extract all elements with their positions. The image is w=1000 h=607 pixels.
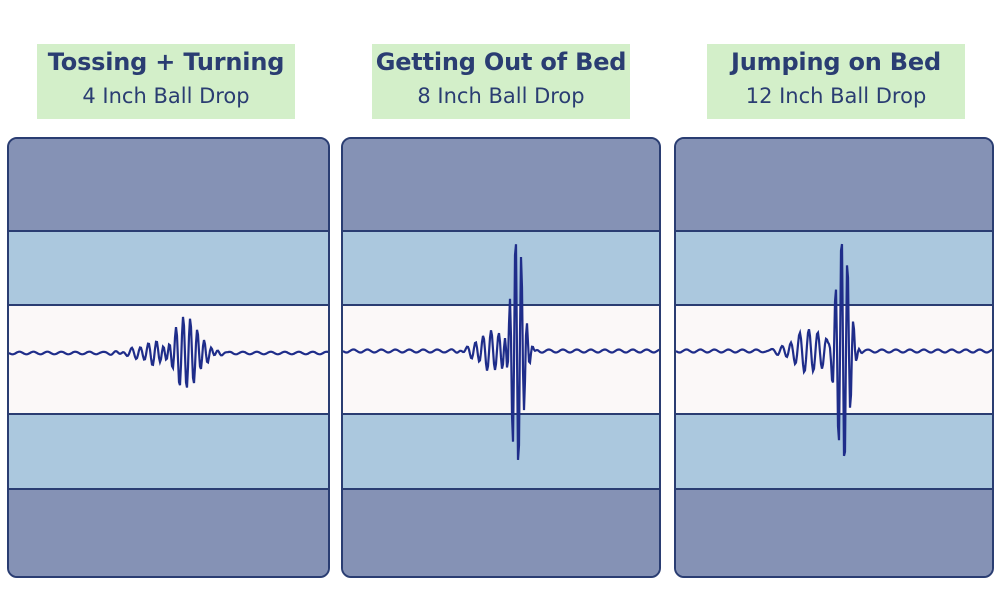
panel-3-label: Jumping on Bed 12 Inch Ball Drop bbox=[707, 44, 965, 119]
waveform-1 bbox=[9, 316, 328, 388]
bottom-band bbox=[9, 488, 328, 576]
bottom-band bbox=[343, 488, 659, 576]
bottom-band bbox=[676, 488, 992, 576]
panel-3-diagram bbox=[674, 137, 994, 578]
panel-3-subtitle: 12 Inch Ball Drop bbox=[745, 84, 927, 108]
upper-band bbox=[343, 230, 659, 304]
lower-band bbox=[9, 413, 328, 488]
top-band bbox=[343, 139, 659, 230]
upper-band bbox=[9, 230, 328, 304]
waveform-2 bbox=[343, 244, 659, 460]
panel-1-diagram bbox=[7, 137, 330, 578]
panel-3-title: Jumping on Bed bbox=[731, 48, 941, 76]
top-band bbox=[676, 139, 992, 230]
upper-band bbox=[676, 230, 992, 304]
lower-band bbox=[676, 413, 992, 488]
panel-1-label: Tossing + Turning 4 Inch Ball Drop bbox=[37, 44, 295, 119]
panel-2-subtitle: 8 Inch Ball Drop bbox=[417, 84, 585, 108]
lower-band bbox=[343, 413, 659, 488]
waveform-3 bbox=[676, 243, 992, 457]
panel-2-diagram bbox=[341, 137, 661, 578]
panel-2-label: Getting Out of Bed 8 Inch Ball Drop bbox=[372, 44, 630, 119]
panel-1-subtitle: 4 Inch Ball Drop bbox=[82, 84, 250, 108]
panel-2-title: Getting Out of Bed bbox=[375, 48, 627, 76]
top-band bbox=[9, 139, 328, 230]
center-band bbox=[9, 304, 328, 413]
panel-1-title: Tossing + Turning bbox=[47, 48, 285, 76]
